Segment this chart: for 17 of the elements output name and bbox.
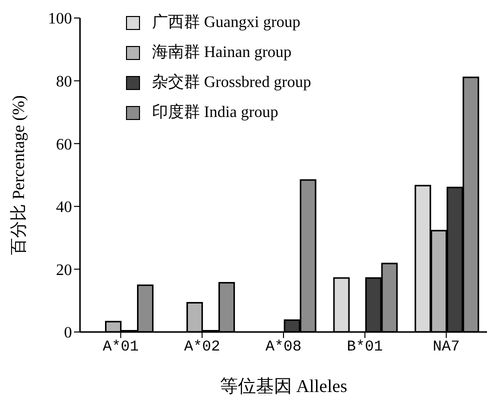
- x-tick-label: B*01: [346, 338, 383, 356]
- legend-label: 广西群 Guangxi group: [152, 12, 300, 33]
- y-tick-label: 100: [48, 10, 72, 28]
- x-tick-label: A*01: [102, 338, 139, 356]
- x-axis-title: 等位基因 Alleles: [220, 376, 348, 396]
- x-tick-label: A*08: [265, 338, 302, 356]
- y-tick-label: 40: [56, 199, 72, 216]
- y-tick-label: 60: [56, 136, 72, 154]
- y-axis-title: 百分比 Percentage (%): [9, 95, 28, 255]
- legend-label: 海南群 Hainan group: [152, 42, 292, 63]
- x-tick-label: A*02: [184, 338, 220, 356]
- x-tick-label: NA7: [432, 338, 460, 356]
- legend-label: 印度群 India group: [152, 102, 278, 123]
- y-tick-label: 80: [56, 73, 72, 90]
- y-tick-label: 20: [56, 262, 72, 279]
- legend-label: 杂交群 Grossbred group: [152, 72, 312, 93]
- y-tick-label: 0: [64, 324, 72, 342]
